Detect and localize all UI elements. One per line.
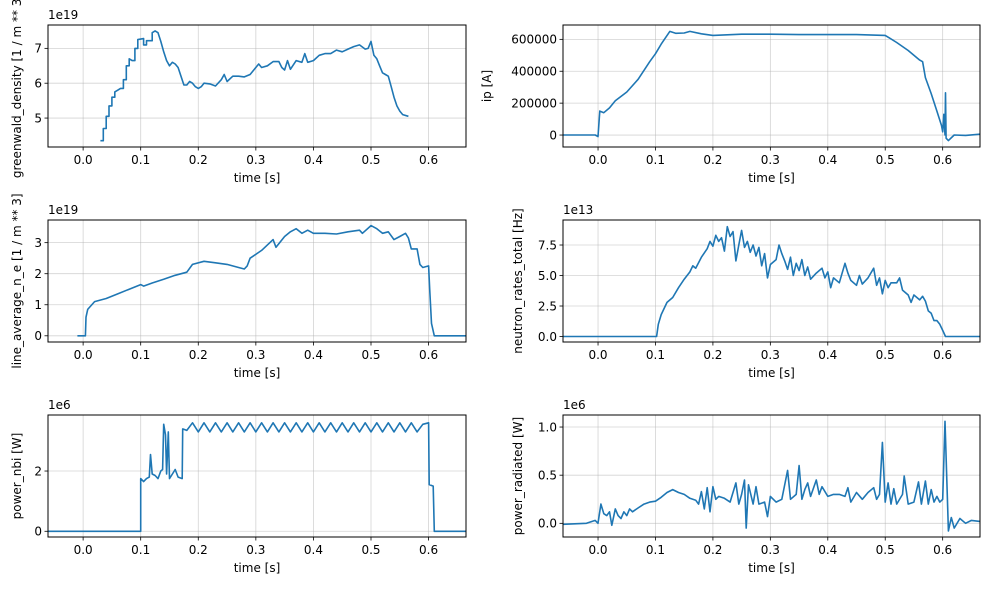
y-tick-label: 200000 xyxy=(511,96,557,110)
y-tick-label: 600000 xyxy=(511,33,557,47)
x-tick-label: 0.0 xyxy=(588,543,607,557)
x-tick-label: 0.4 xyxy=(304,543,323,557)
x-tick-label: 0.4 xyxy=(304,153,323,167)
y-axis-label: greenwald_density [1 / m ** 3] xyxy=(10,0,24,178)
y-axis-label: line_average_n_e [1 / m ** 3] xyxy=(10,193,24,368)
y-tick-label: 0 xyxy=(34,525,42,539)
y-tick-label: 0.0 xyxy=(538,517,557,531)
x-tick-label: 0.4 xyxy=(304,348,323,362)
y-tick-label: 5 xyxy=(34,111,42,125)
subplot-2: 0.0 0.1 0.2 0.3 0.4 0.5 0.6 0 200000 400000 600000… xyxy=(480,24,981,185)
y-axis-label: power_radiated [W] xyxy=(511,417,525,535)
series-line xyxy=(563,420,980,532)
subplot-5: 0.0 0.1 0.2 0.3 0.4 0.5 0.6 0 2 time [s] power_nbi… xyxy=(10,398,467,575)
y-tick-label: 2 xyxy=(34,464,42,478)
x-tick-label: 0.1 xyxy=(131,348,150,362)
x-axis-label: time [s] xyxy=(748,171,795,185)
y-tick-label: 0.0 xyxy=(538,330,557,344)
x-tick-label: 0.2 xyxy=(189,543,208,557)
x-tick-label: 0.2 xyxy=(189,348,208,362)
x-tick-label: 0.2 xyxy=(703,348,722,362)
x-tick-label: 0.3 xyxy=(761,543,780,557)
series-line xyxy=(48,422,466,533)
x-tick-label: 0.0 xyxy=(74,153,93,167)
x-tick-label: 0.2 xyxy=(703,153,722,167)
axes-frame xyxy=(562,219,981,343)
axes-frame xyxy=(47,414,467,538)
x-tick-label: 0.4 xyxy=(818,153,837,167)
y-tick-label: 5.0 xyxy=(538,269,557,283)
y-tick-label: 0 xyxy=(549,128,557,142)
series-line xyxy=(100,30,409,142)
x-tick-label: 0.6 xyxy=(933,543,952,557)
x-tick-label: 0.6 xyxy=(419,348,438,362)
x-tick-label: 0.5 xyxy=(361,543,380,557)
series-line xyxy=(77,224,466,337)
y-offset-label: 1e6 xyxy=(48,398,71,412)
x-tick-label: 0.1 xyxy=(131,543,150,557)
x-axis-label: time [s] xyxy=(748,561,795,575)
x-tick-label: 0.5 xyxy=(876,543,895,557)
y-offset-label: 1e19 xyxy=(48,203,78,217)
x-tick-label: 0.5 xyxy=(876,153,895,167)
x-axis-label: time [s] xyxy=(234,366,281,380)
x-tick-label: 0.3 xyxy=(761,348,780,362)
x-tick-label: 0.1 xyxy=(646,153,665,167)
x-tick-label: 0.3 xyxy=(246,348,265,362)
subplot-4: 0.0 0.1 0.2 0.3 0.4 0.5 0.6 0.0 2.5 5.0 7.5 time [s… xyxy=(511,203,981,380)
axes-frame xyxy=(47,219,467,343)
y-tick-label: 2.5 xyxy=(538,299,557,313)
y-tick-label: 400000 xyxy=(511,65,557,79)
axes-frame xyxy=(47,24,467,148)
subplot-1: 0.0 0.1 0.2 0.3 0.4 0.5 0.6 5 6 7 time [s] greenwal… xyxy=(10,0,467,185)
axes-frame xyxy=(562,24,981,148)
x-tick-label: 0.2 xyxy=(189,153,208,167)
y-tick-label: 0.5 xyxy=(538,468,557,482)
x-tick-label: 0.6 xyxy=(419,543,438,557)
y-axis-label: neutron_rates_total [Hz] xyxy=(511,208,525,353)
x-tick-label: 0.5 xyxy=(876,348,895,362)
x-tick-label: 0.4 xyxy=(818,348,837,362)
y-axis-label: power_nbi [W] xyxy=(10,433,24,520)
y-tick-label: 3 xyxy=(34,236,42,250)
x-tick-label: 0.5 xyxy=(361,348,380,362)
subplot-3: 0.0 0.1 0.2 0.3 0.4 0.5 0.6 0 1 2 3 time [s] line_av… xyxy=(10,193,467,380)
x-tick-label: 0.6 xyxy=(933,348,952,362)
x-tick-label: 0.0 xyxy=(588,348,607,362)
x-tick-label: 0.6 xyxy=(419,153,438,167)
y-offset-label: 1e6 xyxy=(563,398,586,412)
series-line xyxy=(563,30,980,142)
x-tick-label: 0.2 xyxy=(703,543,722,557)
x-axis-label: time [s] xyxy=(748,366,795,380)
x-tick-label: 0.0 xyxy=(588,153,607,167)
x-tick-label: 0.3 xyxy=(246,153,265,167)
x-tick-label: 0.3 xyxy=(246,543,265,557)
y-tick-label: 7.5 xyxy=(538,238,557,252)
axes-frame xyxy=(562,414,981,538)
x-axis-label: time [s] xyxy=(234,561,281,575)
x-axis-label: time [s] xyxy=(234,171,281,185)
x-tick-label: 0.6 xyxy=(933,153,952,167)
x-tick-label: 0.1 xyxy=(646,543,665,557)
y-tick-label: 1.0 xyxy=(538,420,557,434)
y-tick-label: 0 xyxy=(34,329,42,343)
x-tick-label: 0.4 xyxy=(818,543,837,557)
x-tick-label: 0.5 xyxy=(361,153,380,167)
y-tick-label: 7 xyxy=(34,42,42,56)
y-tick-label: 1 xyxy=(34,298,42,312)
y-offset-label: 1e19 xyxy=(48,8,78,22)
y-offset-label: 1e13 xyxy=(563,203,593,217)
x-tick-label: 0.1 xyxy=(646,348,665,362)
x-tick-label: 0.3 xyxy=(761,153,780,167)
x-tick-label: 0.0 xyxy=(74,543,93,557)
y-axis-label: ip [A] xyxy=(480,70,494,102)
x-tick-label: 0.1 xyxy=(131,153,150,167)
x-tick-label: 0.0 xyxy=(74,348,93,362)
y-tick-label: 2 xyxy=(34,267,42,281)
y-tick-label: 6 xyxy=(34,77,42,91)
subplot-6: 0.0 0.1 0.2 0.3 0.4 0.5 0.6 0.0 0.5 1.0 time [s] po… xyxy=(511,398,981,575)
series-line xyxy=(563,225,980,338)
